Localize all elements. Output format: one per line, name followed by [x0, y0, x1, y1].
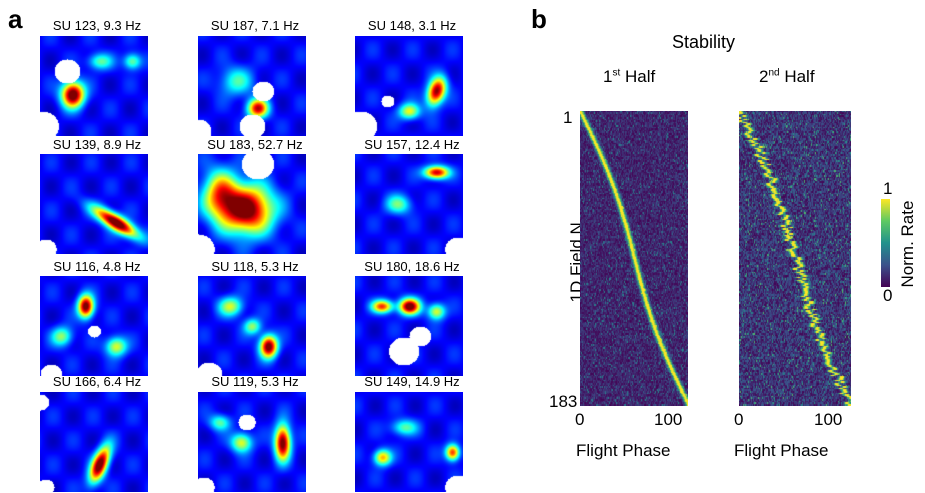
place-field-map: [198, 36, 306, 136]
panel-a-letter: a: [8, 4, 23, 34]
first-half-title: 1st Half: [603, 67, 656, 86]
unit-title: SU 180, 18.6 Hz: [364, 259, 460, 274]
colorbar-label: Norm. Rate: [898, 200, 917, 288]
place-field-map: [355, 36, 463, 136]
unit-title: SU 123, 9.3 Hz: [52, 18, 142, 33]
place-field-map: [40, 392, 148, 492]
colorbar: [881, 199, 890, 287]
unit-title: SU 157, 12.4 Hz: [364, 137, 460, 152]
colorbar-min: 0: [883, 286, 893, 305]
place-field-map: [40, 36, 148, 136]
x-axis-label-left: Flight Phase: [576, 441, 671, 460]
place-field-map: [355, 154, 463, 254]
unit-title: SU 149, 14.9 Hz: [364, 374, 460, 389]
x-tick-0-right: 0: [734, 410, 744, 429]
unit-title: SU 119, 5.3 Hz: [211, 374, 299, 389]
x-tick-0-left: 0: [575, 410, 585, 429]
place-field-map: [198, 154, 306, 254]
x-axis-label-right: Flight Phase: [734, 441, 829, 460]
unit-title: SU 187, 7.1 Hz: [210, 18, 300, 33]
unit-title: SU 139, 8.9 Hz: [52, 137, 142, 152]
y-tick-top: 1: [563, 108, 573, 127]
x-tick-100-left: 100: [654, 410, 683, 429]
place-field-map: [355, 276, 463, 376]
place-field-map: [355, 392, 463, 492]
unit-title: SU 118, 5.3 Hz: [211, 259, 299, 274]
unit-title: SU 166, 6.4 Hz: [52, 374, 142, 389]
stability-title: Stability: [672, 32, 736, 52]
place-field-map: [40, 276, 148, 376]
first-half-heatmap: [580, 111, 688, 406]
second-half-title: 2nd Half: [759, 67, 815, 86]
x-tick-100-right: 100: [814, 410, 843, 429]
unit-title: SU 116, 4.8 Hz: [53, 259, 141, 274]
colorbar-max: 1: [883, 179, 893, 198]
place-field-map: [198, 276, 306, 376]
place-field-map: [198, 392, 306, 492]
unit-title: SU 183, 52.7 Hz: [207, 137, 303, 152]
place-field-map: [40, 154, 148, 254]
second-half-heatmap: [739, 111, 851, 406]
panel-b-letter: b: [531, 4, 547, 34]
unit-title: SU 148, 3.1 Hz: [367, 18, 457, 33]
y-tick-bottom: 183: [549, 392, 578, 411]
